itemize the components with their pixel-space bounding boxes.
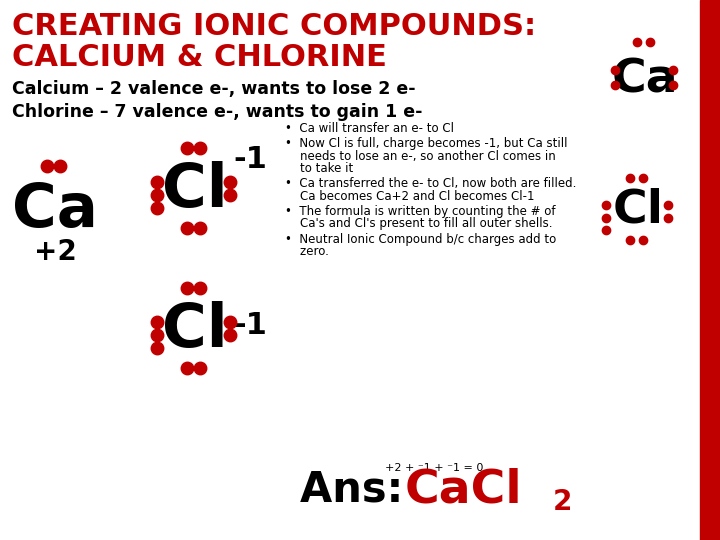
Text: +2: +2 (34, 238, 76, 266)
Text: Cl: Cl (162, 160, 228, 219)
Text: Ca becomes Ca+2 and Cl becomes Cl-1: Ca becomes Ca+2 and Cl becomes Cl-1 (285, 190, 534, 202)
Text: CaCl: CaCl (405, 468, 523, 512)
Text: CALCIUM & CHLORINE: CALCIUM & CHLORINE (12, 43, 387, 72)
Text: to take it: to take it (285, 162, 354, 175)
Text: Ca's and Cl's present to fill all outer shells.: Ca's and Cl's present to fill all outer … (285, 217, 552, 230)
Text: CREATING IONIC COMPOUNDS:: CREATING IONIC COMPOUNDS: (12, 12, 536, 41)
Text: •  Ca transferred the e- to Cl, now both are filled.: • Ca transferred the e- to Cl, now both … (285, 177, 577, 190)
Text: •  Ca will transfer an e- to Cl: • Ca will transfer an e- to Cl (285, 122, 454, 135)
Text: •  Now Cl is full, charge becomes -1, but Ca still: • Now Cl is full, charge becomes -1, but… (285, 137, 567, 150)
Text: zero.: zero. (285, 245, 329, 258)
Text: +2 + ⁻1 + ⁻1 = 0: +2 + ⁻1 + ⁻1 = 0 (385, 463, 483, 473)
Text: -1: -1 (233, 145, 267, 174)
Text: Chlorine – 7 valence e-, wants to gain 1 e-: Chlorine – 7 valence e-, wants to gain 1… (12, 103, 423, 121)
Text: •  Neutral Ionic Compound b/c charges add to: • Neutral Ionic Compound b/c charges add… (285, 233, 557, 246)
Text: needs to lose an e-, so another Cl comes in: needs to lose an e-, so another Cl comes… (285, 150, 556, 163)
Text: Cl: Cl (162, 300, 228, 360)
Text: •  The formula is written by counting the # of: • The formula is written by counting the… (285, 205, 556, 218)
Text: Cl: Cl (613, 187, 664, 233)
Text: Ans:: Ans: (300, 469, 418, 511)
Text: Ca: Ca (612, 57, 678, 103)
Text: 2: 2 (553, 488, 572, 516)
Text: Ca: Ca (12, 180, 98, 240)
Bar (700, 0, 720, 540)
Text: Calcium – 2 valence e-, wants to lose 2 e-: Calcium – 2 valence e-, wants to lose 2 … (12, 80, 415, 98)
Text: -1: -1 (233, 310, 267, 340)
